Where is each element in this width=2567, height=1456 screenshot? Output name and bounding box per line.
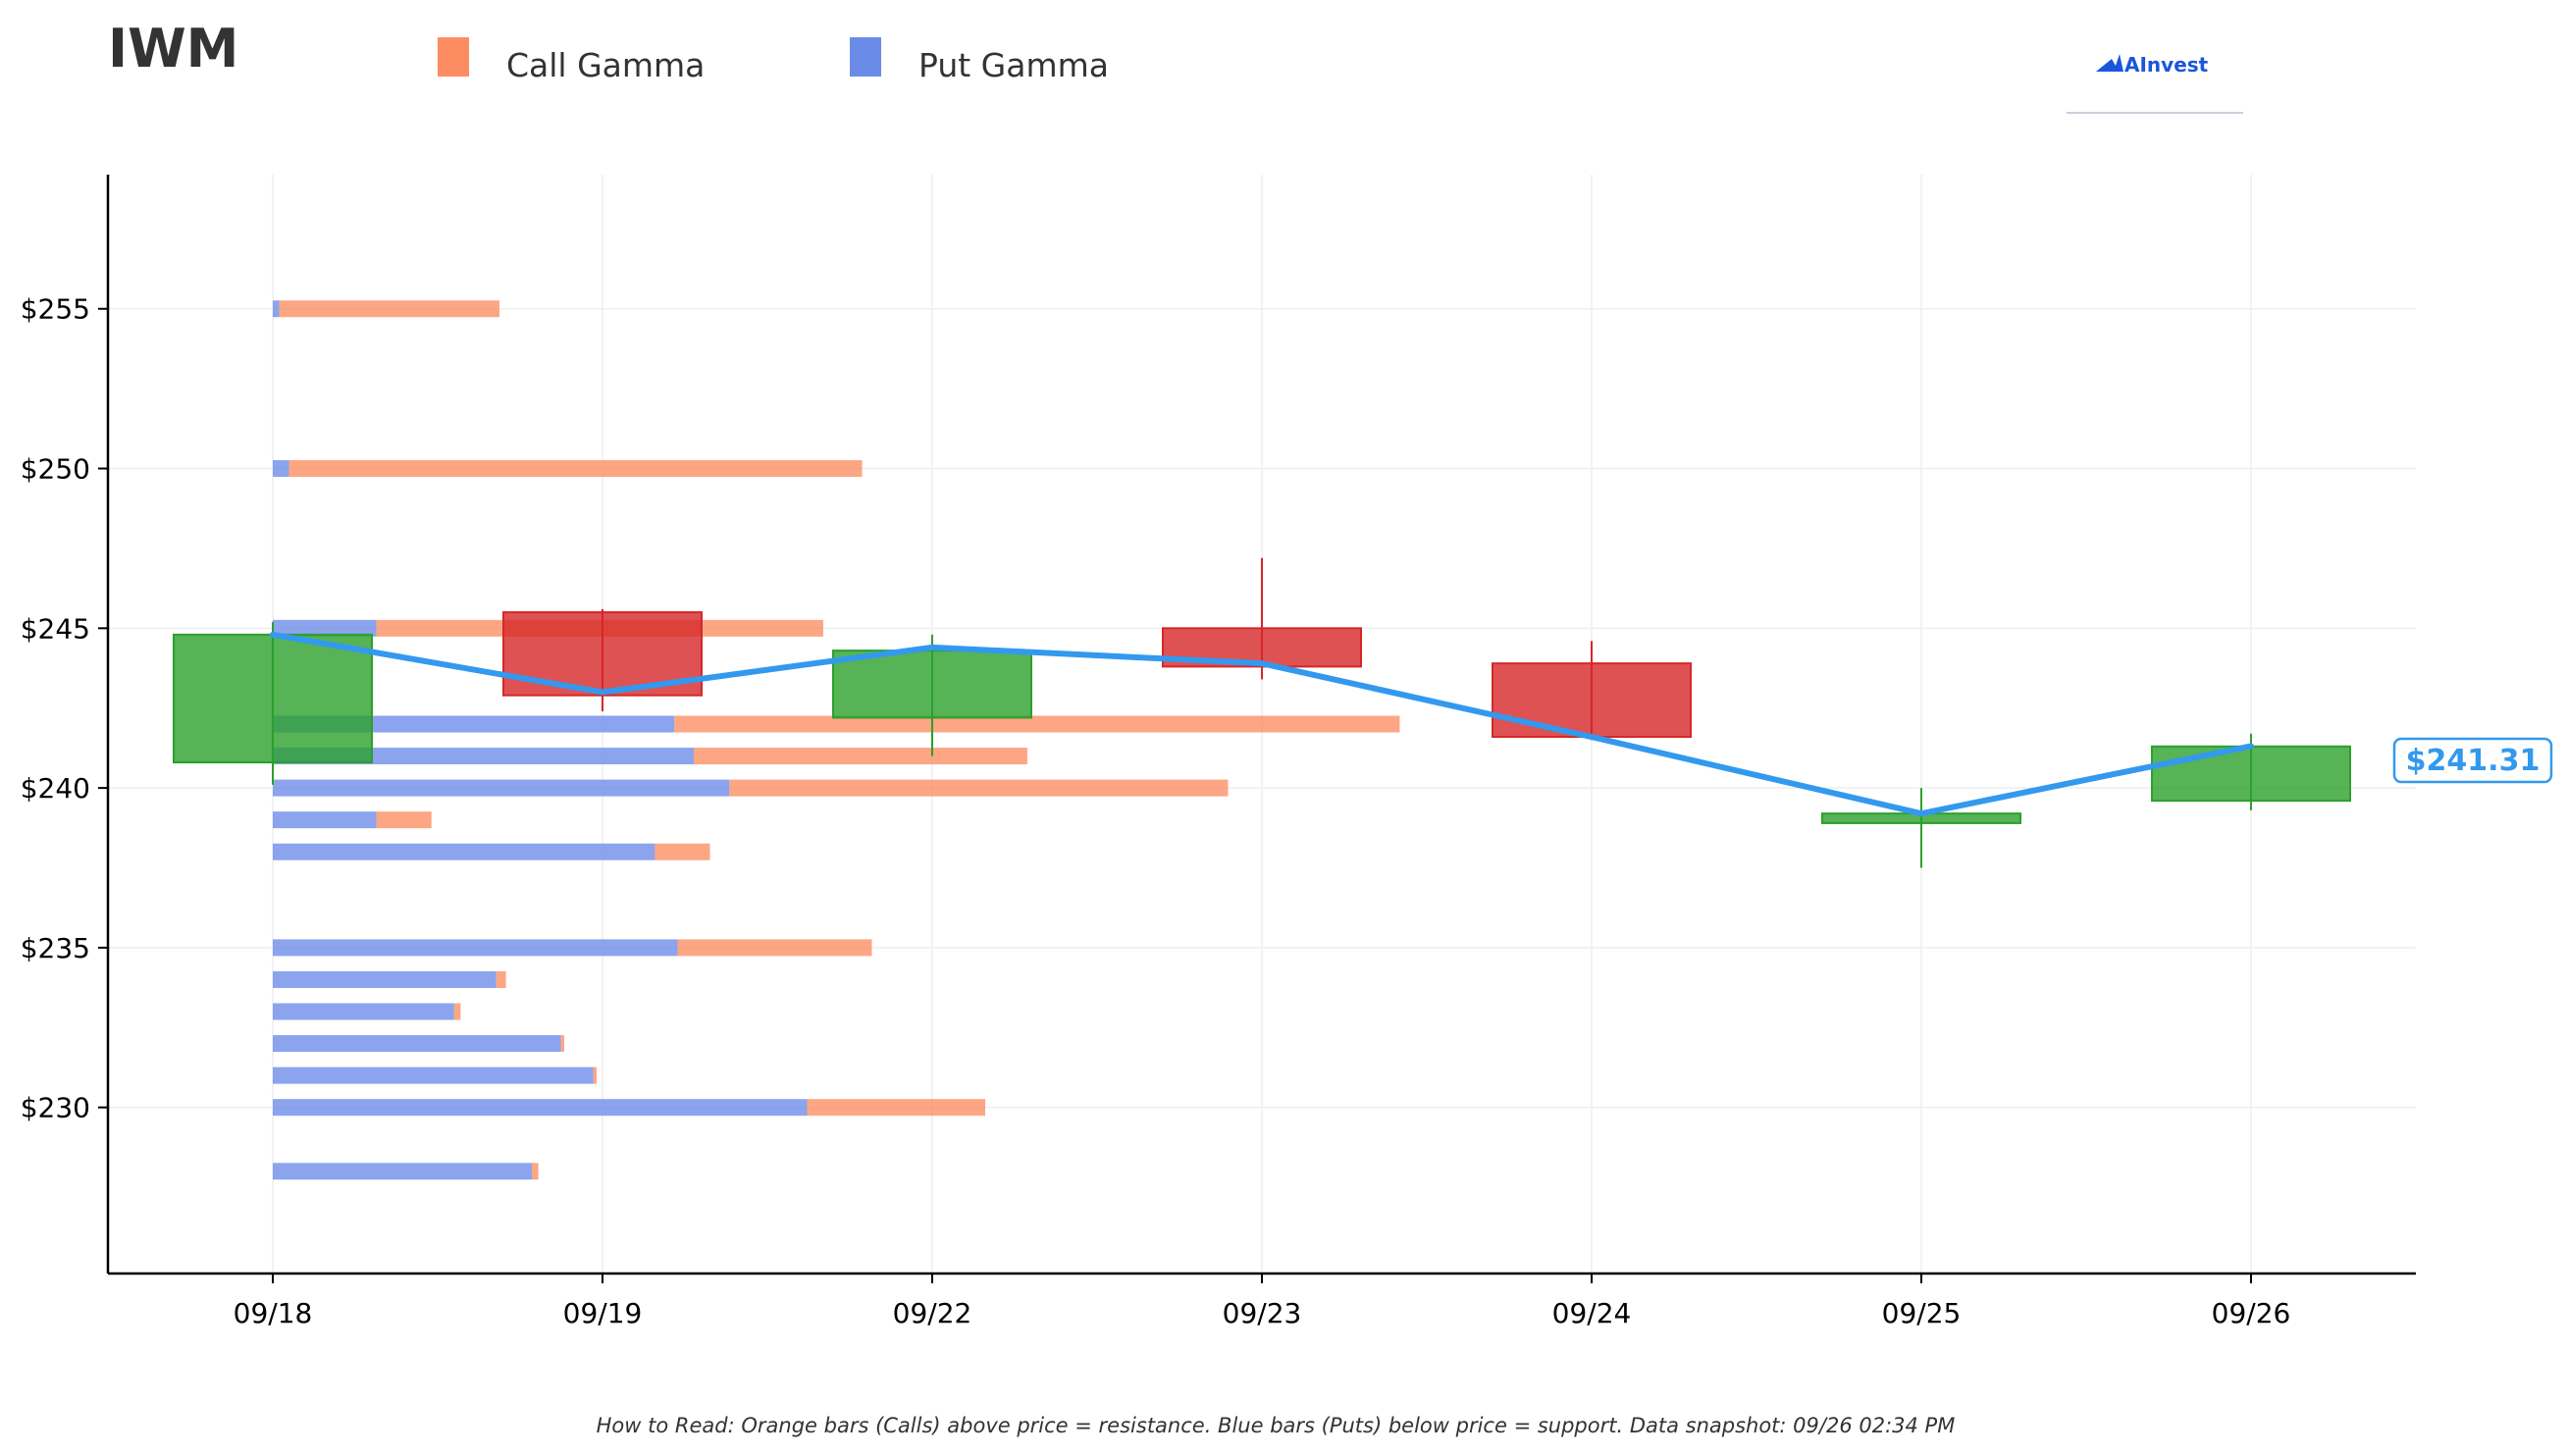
put-gamma-bar bbox=[273, 1003, 454, 1020]
put-gamma-bar bbox=[273, 843, 655, 860]
candle-body bbox=[1492, 662, 1692, 739]
call-gamma-bar bbox=[288, 460, 863, 478]
legend-label-call: Call Gamma bbox=[506, 46, 705, 84]
current-price-tag: $241.31 bbox=[2392, 737, 2553, 784]
candle-body bbox=[502, 611, 703, 697]
call-gamma-bar bbox=[376, 811, 432, 829]
brand-logo-icon bbox=[2096, 54, 2123, 72]
call-gamma-bar bbox=[532, 1163, 539, 1180]
y-tick-label: $255 bbox=[21, 293, 90, 326]
y-tick-label: $250 bbox=[21, 453, 90, 486]
call-gamma-bar bbox=[560, 1035, 564, 1053]
put-gamma-bar bbox=[273, 1099, 808, 1117]
put-gamma-bar bbox=[273, 939, 678, 957]
put-gamma-bar bbox=[273, 300, 280, 318]
y-tick-label: $240 bbox=[21, 772, 90, 805]
y-tick-label: $245 bbox=[21, 612, 90, 645]
put-gamma-bar bbox=[273, 460, 289, 478]
call-gamma-bar bbox=[279, 300, 499, 318]
current-price-box bbox=[2392, 737, 2553, 784]
legend-swatch-put bbox=[850, 37, 881, 77]
put-gamma-bar bbox=[273, 619, 377, 637]
x-tick-label: 09/22 bbox=[893, 1297, 972, 1329]
call-gamma-bar bbox=[694, 748, 1027, 765]
y-tick-label: $230 bbox=[21, 1092, 90, 1124]
current-price-label: $241.31 bbox=[2406, 744, 2541, 778]
put-gamma-bar bbox=[273, 1035, 561, 1053]
call-gamma-bar bbox=[674, 715, 1400, 733]
candles bbox=[173, 557, 2351, 868]
x-tick-label: 09/18 bbox=[234, 1297, 313, 1329]
put-gamma-bar bbox=[273, 970, 497, 988]
call-gamma-bar bbox=[496, 970, 506, 988]
call-gamma-bar bbox=[729, 779, 1229, 797]
put-gamma-bar bbox=[273, 811, 377, 829]
x-tick-label: 09/24 bbox=[1552, 1297, 1632, 1329]
brand-label: AInvest bbox=[2124, 53, 2209, 77]
close-price-line bbox=[270, 631, 2254, 817]
candle-body bbox=[832, 650, 1032, 719]
close-line bbox=[270, 631, 2254, 817]
put-gamma-bar bbox=[273, 779, 730, 797]
brand-logo: AInvest bbox=[2067, 53, 2243, 114]
call-gamma-bar bbox=[807, 1099, 985, 1117]
x-tick-label: 09/23 bbox=[1223, 1297, 1302, 1329]
x-tick-label: 09/25 bbox=[1882, 1297, 1962, 1329]
legend-swatch-call bbox=[438, 37, 469, 77]
gamma-bars bbox=[273, 300, 1400, 1180]
footer-note: How to Read: Orange bars (Calls) above p… bbox=[597, 1414, 1956, 1437]
legend: Call Gamma Put Gamma bbox=[438, 37, 1109, 84]
ticker-title: IWM bbox=[108, 18, 238, 79]
put-gamma-bar bbox=[273, 715, 675, 733]
put-gamma-bar bbox=[273, 1163, 532, 1180]
call-gamma-bar bbox=[655, 843, 710, 860]
call-gamma-bar bbox=[453, 1003, 461, 1020]
candle-body bbox=[173, 633, 373, 764]
call-gamma-bar bbox=[593, 1066, 597, 1084]
put-gamma-bar bbox=[273, 748, 694, 765]
y-tick-label: $235 bbox=[21, 932, 90, 964]
put-gamma-bar bbox=[273, 1066, 594, 1084]
call-gamma-bar bbox=[677, 939, 872, 957]
x-tick-label: 09/26 bbox=[2212, 1297, 2291, 1329]
x-tick-label: 09/19 bbox=[563, 1297, 643, 1329]
legend-label-put: Put Gamma bbox=[918, 46, 1109, 84]
tick-labels: $230 $235 $240 $245 $250 $255 09/18 09/19 09/22 0… bbox=[21, 293, 2291, 1329]
candle-body bbox=[2151, 745, 2351, 803]
